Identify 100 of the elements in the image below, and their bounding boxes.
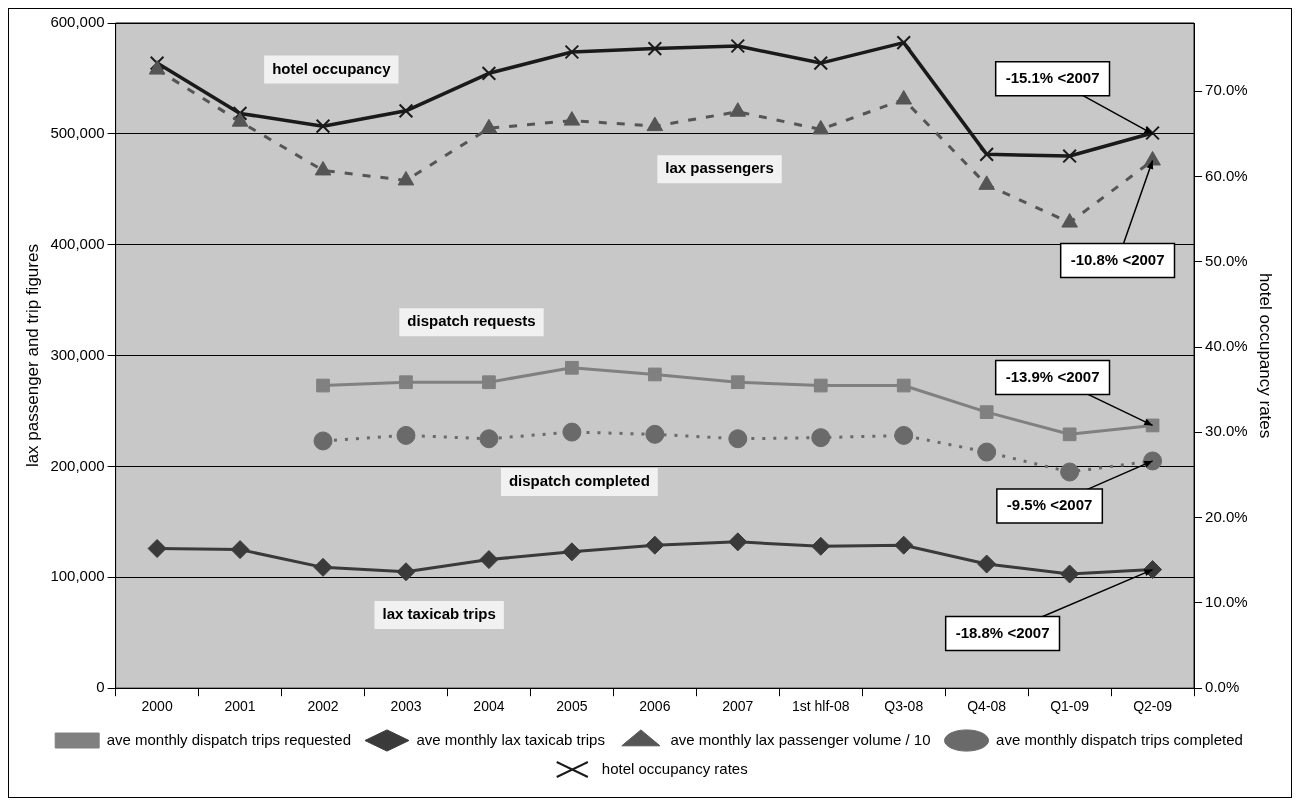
y2-tick-label: 40.0%	[1205, 337, 1248, 355]
y2-axis-title: hotel occupancy rates	[1256, 272, 1276, 439]
point	[812, 119, 830, 135]
y-tick-label: 200,000	[50, 456, 105, 474]
point	[730, 375, 745, 390]
point	[562, 542, 582, 562]
legend-label: ave monthly lax taxicab trips	[416, 730, 605, 748]
y2-tick-label: 0.0%	[1205, 678, 1240, 696]
point	[647, 367, 662, 382]
point	[148, 60, 166, 75]
point	[398, 103, 414, 119]
point	[1061, 213, 1078, 228]
annotation: -18.8% <2007	[955, 623, 1050, 641]
x-tick-label: 2000	[141, 698, 173, 715]
point	[645, 535, 665, 555]
point	[811, 536, 831, 556]
legend-label: ave monthly dispatch trips requested	[106, 730, 351, 748]
point	[232, 106, 248, 121]
y-tick-label: 100,000	[50, 567, 105, 585]
annotation: lax taxicab trips	[382, 605, 496, 623]
annotation: lax passengers	[665, 159, 774, 177]
y-tick-label: 400,000	[50, 234, 105, 252]
y2-tick-label: 50.0%	[1205, 251, 1248, 269]
point	[147, 539, 167, 559]
annotation: -10.8% <2007	[1070, 250, 1165, 268]
x-tick-label: 2003	[390, 698, 422, 715]
y-tick-label: 600,000	[50, 13, 105, 31]
y2-tick-label: 20.0%	[1205, 507, 1248, 525]
point	[479, 550, 499, 570]
y2-tick-label: 30.0%	[1205, 422, 1248, 440]
point	[1145, 125, 1160, 141]
point	[729, 102, 747, 117]
y2-tick-label: 10.0%	[1205, 593, 1248, 611]
point	[231, 112, 249, 127]
point	[728, 532, 748, 552]
y-tick-label: 0	[96, 678, 105, 696]
point	[646, 116, 664, 132]
point	[1060, 564, 1080, 584]
point	[397, 170, 415, 186]
point	[399, 375, 413, 390]
point	[230, 540, 250, 560]
point	[564, 44, 580, 60]
point	[479, 429, 499, 449]
x-tick-label: Q4-08	[967, 698, 1007, 715]
x-tick-label: 2007	[722, 698, 754, 715]
point	[315, 118, 331, 134]
point	[562, 422, 582, 442]
point	[1060, 462, 1080, 482]
point	[396, 562, 416, 582]
point	[979, 405, 994, 420]
point	[482, 375, 496, 390]
point	[316, 378, 330, 393]
point	[977, 554, 997, 574]
point	[314, 160, 332, 176]
point	[813, 378, 828, 393]
point	[977, 442, 997, 462]
y-tick-label: 300,000	[50, 345, 105, 363]
y2-tick-label: 70.0%	[1205, 81, 1248, 99]
annotation: hotel occupancy	[272, 59, 392, 77]
point	[894, 425, 914, 445]
point	[563, 111, 581, 126]
annotation: -13.9% <2007	[1005, 367, 1100, 385]
point	[813, 55, 829, 71]
point	[313, 557, 333, 577]
point	[645, 424, 665, 444]
x-tick-label: 2005	[556, 698, 588, 715]
x-tick-label: 2002	[307, 698, 339, 715]
point	[1062, 427, 1077, 442]
point	[481, 65, 497, 81]
annotation: -9.5% <2007	[1006, 496, 1093, 514]
point	[396, 425, 416, 445]
point	[313, 431, 333, 451]
x-tick-label: Q3-08	[884, 698, 924, 715]
point	[730, 38, 746, 54]
y2-tick-label: 60.0%	[1205, 166, 1248, 184]
point	[896, 35, 912, 50]
point	[894, 535, 914, 555]
point	[978, 175, 995, 190]
x-tick-label: Q2-09	[1133, 698, 1173, 715]
legend-label: ave monthly dispatch trips completed	[996, 730, 1243, 748]
point	[565, 360, 579, 375]
point	[979, 146, 995, 162]
y-axis-title: lax passenger and trip figures	[22, 244, 42, 468]
point	[896, 378, 911, 393]
x-tick-label: 2001	[224, 698, 256, 715]
point	[728, 429, 748, 449]
point	[811, 428, 831, 448]
point	[1062, 148, 1077, 164]
annotation: dispatch requests	[407, 312, 536, 330]
x-tick-label: 1st hlf-08	[791, 698, 850, 715]
point	[149, 55, 165, 71]
legend-label: ave monthly lax passenger volume / 10	[670, 730, 931, 748]
annotation: -15.1% <2007	[1005, 69, 1100, 87]
x-tick-label: 2006	[639, 698, 671, 715]
point	[895, 90, 913, 105]
annotation: dispatch completed	[508, 472, 650, 490]
x-tick-label: 2004	[473, 698, 505, 715]
legend-label: hotel occupancy rates	[601, 759, 748, 777]
y-tick-label: 500,000	[50, 124, 105, 142]
point	[647, 41, 663, 56]
